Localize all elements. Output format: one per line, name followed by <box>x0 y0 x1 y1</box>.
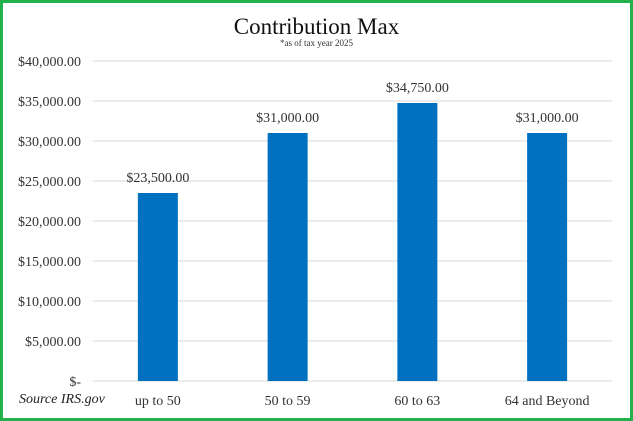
data-label: $31,000.00 <box>256 111 319 126</box>
y-tick-label: $15,000.00 <box>18 255 81 270</box>
data-label: $23,500.00 <box>126 171 189 186</box>
y-tick-label: $- <box>69 375 81 390</box>
bar <box>397 103 438 381</box>
y-tick-label: $20,000.00 <box>18 215 81 230</box>
y-tick-label: $5,000.00 <box>25 335 81 350</box>
y-tick-label: $10,000.00 <box>18 295 81 310</box>
y-tick-label: $40,000.00 <box>18 55 81 70</box>
bar <box>527 133 568 381</box>
bar <box>137 193 178 381</box>
chart-title: Contribution Max <box>233 14 400 39</box>
source-note: Source IRS.gov <box>19 392 105 407</box>
chart-subtitle: *as of tax year 2025 <box>280 38 353 48</box>
x-tick-label: 50 to 59 <box>265 394 311 409</box>
x-tick-label: up to 50 <box>135 394 181 409</box>
x-tick-label: 60 to 63 <box>394 394 440 409</box>
y-tick-label: $25,000.00 <box>18 175 81 190</box>
data-label: $34,750.00 <box>386 81 449 96</box>
bar <box>267 133 308 381</box>
y-tick-label: $35,000.00 <box>18 95 81 110</box>
data-label: $31,000.00 <box>516 111 579 126</box>
y-tick-label: $30,000.00 <box>18 135 81 150</box>
x-tick-label: 64 and Beyond <box>505 394 590 409</box>
